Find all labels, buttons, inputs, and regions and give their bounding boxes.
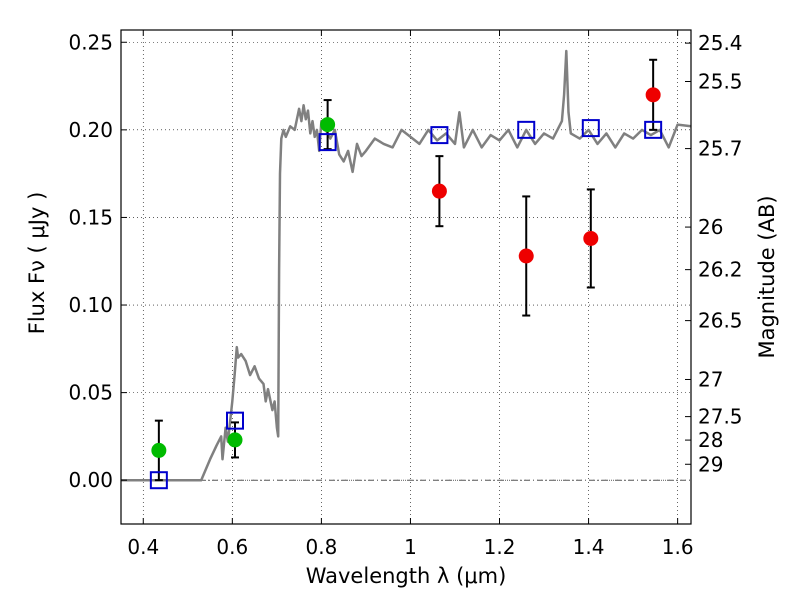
green-data-point xyxy=(227,432,243,448)
right-tick-label: 25.4 xyxy=(698,31,743,55)
y-tick-label: 0.00 xyxy=(68,468,113,492)
model-bandpass-square xyxy=(581,119,600,138)
y-tick-label: 0.15 xyxy=(68,205,113,229)
x-tick-label: 0.8 xyxy=(305,535,337,559)
green-data-point xyxy=(320,117,336,133)
x-tick-label: 1.4 xyxy=(573,535,605,559)
x-tick-label: 0.6 xyxy=(216,535,248,559)
model-bandpass-square xyxy=(430,126,449,145)
model-bandpass-square xyxy=(226,411,244,430)
x-tick-label: 1 xyxy=(404,535,417,559)
right-axis-label: Magnitude (AB) xyxy=(755,195,779,358)
red-data-point xyxy=(645,87,661,103)
y-tick-label: 0.20 xyxy=(68,118,113,142)
right-tick-label: 25.7 xyxy=(698,137,743,161)
x-tick-label: 0.4 xyxy=(127,535,159,559)
x-axis-label: Wavelength λ (μm) xyxy=(306,564,507,588)
right-tick-label: 27 xyxy=(698,367,723,391)
model-bandpass-square xyxy=(644,120,663,139)
model-bandpass-square xyxy=(318,133,337,152)
green-data-point xyxy=(151,442,167,458)
y-axis-label: Flux Fν ( μJy ) xyxy=(25,192,49,335)
red-data-point xyxy=(431,183,447,199)
x-tick-label: 1.2 xyxy=(484,535,516,559)
grid xyxy=(121,30,691,524)
y-tick-label: 0.10 xyxy=(68,293,113,317)
model-bandpass-square xyxy=(517,120,536,139)
right-tick-label: 26.5 xyxy=(698,309,743,333)
axis-ticks: 0.4 0.6 0.8 1 1.2 1.4 1.6 0.00 0.05 0.10 0.15 0.20 0… xyxy=(68,30,743,559)
y-tick-label: 0.05 xyxy=(68,381,113,405)
red-data-point xyxy=(583,230,599,246)
right-tick-label: 26.2 xyxy=(698,258,743,282)
right-tick-label: 29 xyxy=(698,452,723,476)
y-tick-label: 0.25 xyxy=(68,30,113,54)
model-bandpass-square xyxy=(149,471,168,490)
right-tick-label: 26 xyxy=(698,215,723,239)
plot-frame xyxy=(120,29,692,525)
model-spectrum-line xyxy=(121,49,692,482)
right-tick-label: 25.5 xyxy=(698,70,743,94)
plot-series xyxy=(121,49,692,490)
red-data-point xyxy=(518,248,534,264)
right-tick-label: 28 xyxy=(698,428,723,452)
right-tick-label: 27.5 xyxy=(698,405,743,429)
x-tick-label: 1.6 xyxy=(662,535,694,559)
